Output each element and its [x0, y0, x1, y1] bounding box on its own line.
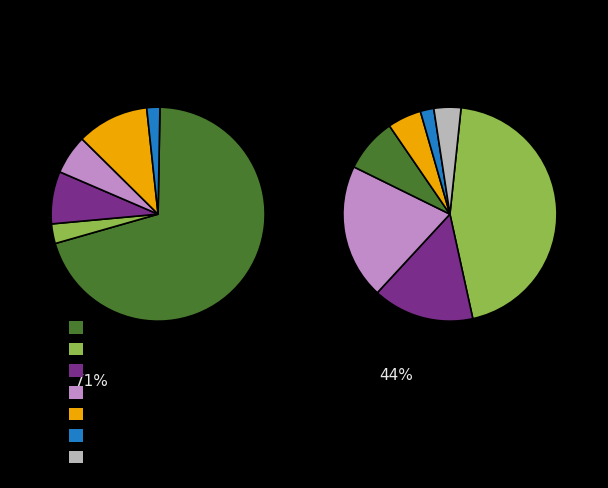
Wedge shape [147, 108, 160, 215]
Wedge shape [450, 108, 557, 319]
Text: 44%: 44% [379, 367, 413, 383]
Wedge shape [390, 112, 450, 215]
Wedge shape [51, 173, 158, 224]
Wedge shape [55, 108, 265, 322]
Wedge shape [82, 108, 158, 215]
Wedge shape [354, 126, 450, 215]
Wedge shape [343, 167, 450, 293]
Wedge shape [60, 140, 158, 215]
Wedge shape [420, 109, 450, 215]
Text: 71%: 71% [74, 373, 108, 388]
Wedge shape [434, 108, 461, 215]
Legend: , , , , , , : , , , , , , [67, 320, 85, 467]
Wedge shape [52, 215, 158, 244]
Wedge shape [378, 215, 473, 322]
